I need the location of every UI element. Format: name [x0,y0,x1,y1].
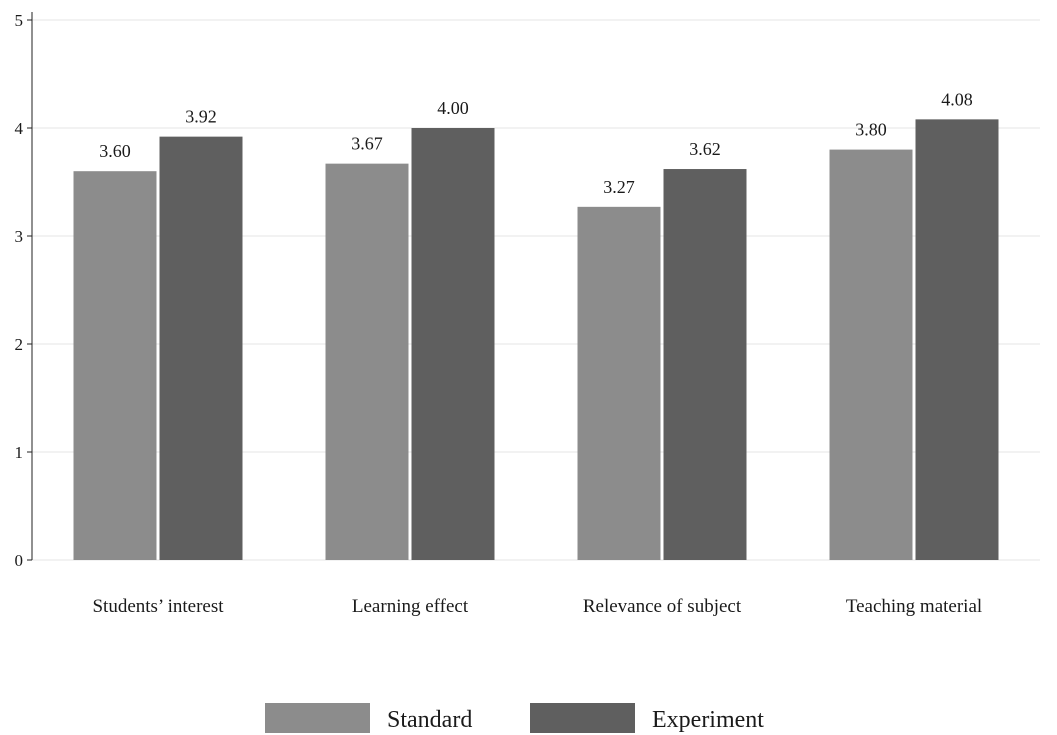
x-category-label: Teaching material [846,596,982,617]
bar-standard [577,206,661,560]
y-tick-label: 5 [15,11,24,30]
data-label: 4.00 [437,98,469,118]
data-label: 3.67 [351,134,383,154]
data-labels: 3.60 3.92 3.67 4.00 3.27 3.62 3.80 4.08 [99,89,973,196]
y-tick-label: 2 [15,335,24,354]
x-category-label: Students’ interest [92,596,224,617]
bar-experiment [915,119,999,561]
x-category-label: Relevance of subject [583,596,742,617]
legend-item-standard: Standard [265,703,472,733]
legend-swatch [265,703,370,733]
data-label: 3.92 [185,107,217,127]
bar-experiment [159,136,243,560]
legend: Standard Experiment [265,703,764,733]
legend-label: Experiment [652,707,764,733]
y-tick-label: 4 [15,119,24,138]
bar-standard [73,171,157,560]
x-axis-labels: Students’ interest Learning effect Relevan… [92,596,982,617]
y-tick-label: 1 [15,443,24,462]
bar-experiment [411,128,495,560]
data-label: 3.62 [689,139,721,159]
bar-standard [829,149,913,560]
y-axis: 0 1 2 3 4 5 [15,11,33,570]
y-tick-label: 0 [15,551,24,570]
legend-item-experiment: Experiment [530,703,764,733]
bar-experiment [663,169,747,561]
legend-swatch [530,703,635,733]
data-label: 3.27 [603,177,635,197]
bars [73,119,999,561]
legend-label: Standard [387,707,472,733]
data-label: 3.60 [99,141,131,161]
x-category-label: Learning effect [352,596,469,617]
bar-standard [325,163,409,560]
data-label: 3.80 [855,120,887,140]
data-label: 4.08 [941,89,973,109]
y-tick-label: 3 [15,227,24,246]
